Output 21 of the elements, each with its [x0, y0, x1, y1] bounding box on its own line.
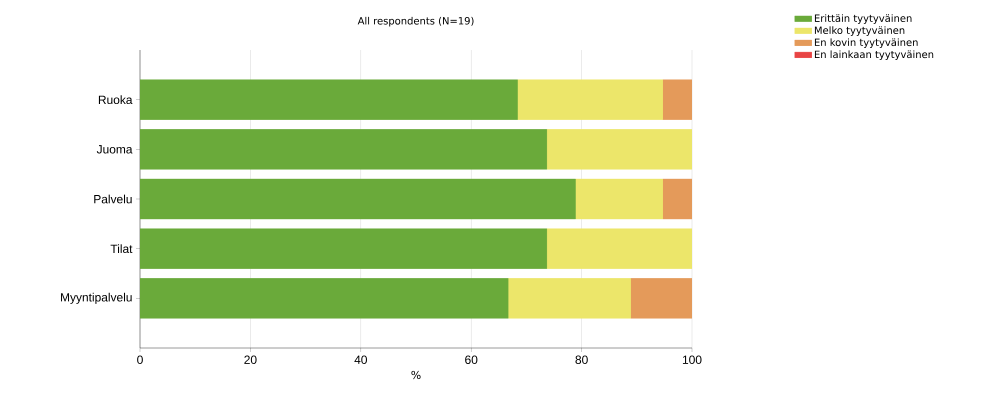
- x-axis-title: %: [411, 370, 421, 380]
- y-tick-label: Ruoka: [98, 95, 132, 104]
- x-tick-label: 0: [137, 356, 143, 364]
- legend-label: En lainkaan tyytyväinen: [814, 50, 934, 60]
- legend-label: Erittäin tyytyväinen: [814, 14, 912, 24]
- x-tick-label: 60: [465, 356, 478, 364]
- chart-title: All respondents (N=19): [358, 16, 474, 27]
- x-tick-label: 20: [244, 356, 257, 364]
- bar: [662, 178, 692, 220]
- bar: [630, 278, 692, 319]
- legend-label: Melko tyytyväinen: [814, 26, 904, 36]
- bar: [575, 178, 663, 220]
- x-tick-label: 80: [575, 356, 588, 364]
- y-tick-label: Tilat: [110, 244, 132, 254]
- legend-label: En kovin tyytyväinen: [814, 38, 918, 48]
- y-tick-label: Palvelu: [94, 194, 132, 204]
- y-tick-label: Juoma: [96, 145, 132, 154]
- bar: [662, 79, 692, 120]
- x-tick-label: 40: [354, 356, 367, 364]
- x-tick-label: 100: [682, 356, 702, 364]
- y-tick-label: Myyntipalvelu: [61, 292, 132, 304]
